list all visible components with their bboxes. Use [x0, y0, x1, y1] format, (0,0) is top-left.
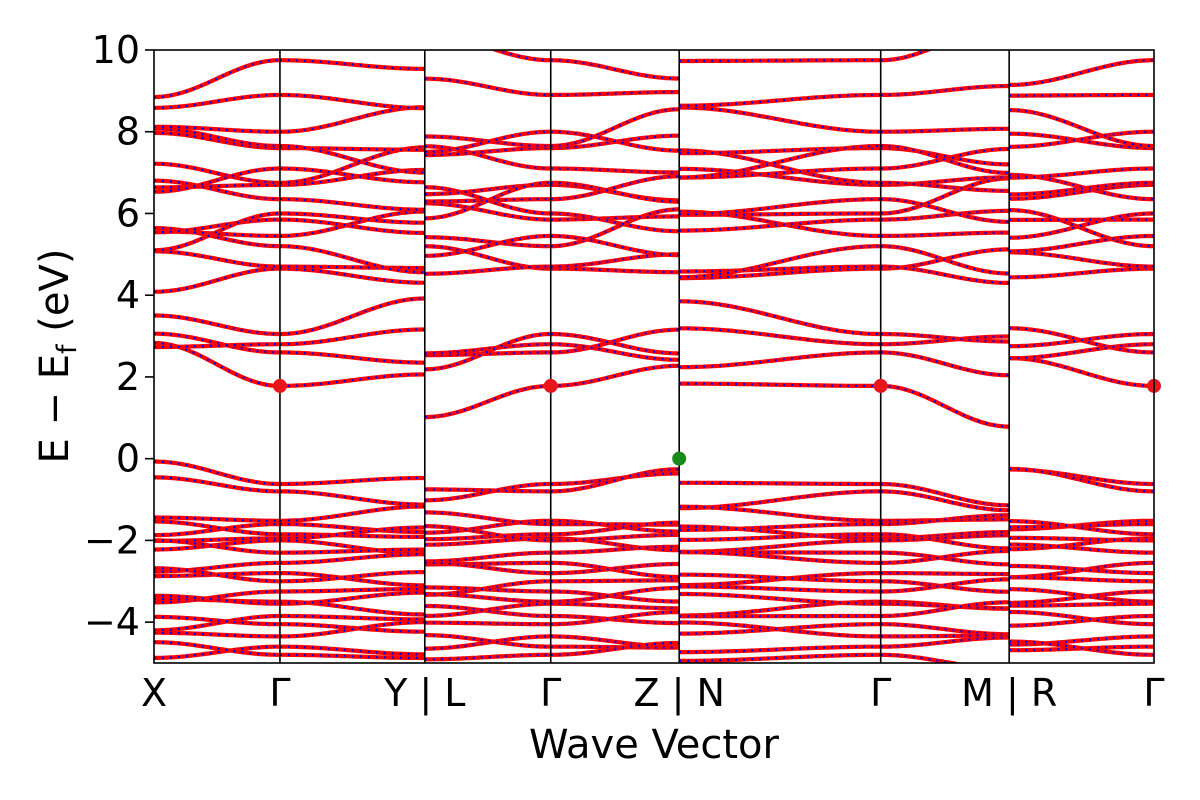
valence-band-overlay [154, 621, 1154, 650]
conduction-band-overlay [154, 202, 1154, 234]
kpath-vertical-lines [279, 50, 1010, 663]
valence-band-overlay [154, 640, 1154, 663]
band-lines [154, 50, 1154, 663]
cbm-marker [272, 378, 287, 393]
conduction-band [154, 107, 1154, 180]
conduction-band-overlay [154, 146, 1154, 220]
x-tick-label: Γ [269, 671, 290, 715]
y-axis-title: E − Ef (eV) [32, 249, 83, 464]
valence-band-overlay [154, 525, 1154, 552]
valence-band-overlay [154, 586, 1154, 617]
conduction-band-overlay [154, 341, 1154, 428]
x-tick-label: Γ [540, 671, 561, 715]
y-tick-label: 6 [116, 191, 140, 235]
valence-band-overlay [154, 460, 1154, 507]
conduction-band-overlay [154, 77, 1154, 110]
valence-band-overlay [154, 520, 1154, 550]
conduction-band-overlay [154, 208, 1154, 279]
valence-band-overlay [154, 567, 1154, 596]
valence-band-overlay [154, 525, 1154, 555]
valence-band-overlay [154, 511, 1154, 537]
conduction-band-overlay [154, 297, 1154, 371]
x-tick-label: Y | L [383, 671, 465, 716]
conduction-band [154, 76, 1154, 111]
x-axis-ticks: X Γ Y | L Γ Z | N Γ M | R Γ [141, 671, 1165, 716]
y-tick-label: 2 [116, 355, 140, 399]
y-tick-label: 8 [116, 110, 140, 154]
y-tick-label: −4 [84, 600, 140, 644]
conduction-band-overlay [154, 50, 1154, 99]
valence-band-overlay [154, 467, 1154, 512]
conduction-band-overlay [154, 245, 1154, 293]
y-tick-label: 10 [92, 28, 140, 72]
valence-band-overlay [154, 591, 1154, 617]
cbm-marker [873, 378, 888, 393]
y-axis-ticks: −4 −2 0 2 4 6 8 10 [84, 28, 154, 644]
y-tick-label: 4 [116, 273, 140, 317]
x-tick-label: M | R [961, 671, 1057, 716]
conduction-band-overlay [154, 210, 1154, 257]
conduction-band-overlay [154, 327, 1154, 361]
extremum-markers [272, 378, 1161, 466]
x-tick-label: Γ [870, 671, 891, 715]
x-tick-label: X [141, 671, 167, 715]
conduction-band-overlay [154, 145, 1154, 193]
valence-band-overlay [154, 539, 1154, 566]
conduction-band-overlay [154, 108, 1154, 179]
plot-frame [153, 49, 1155, 664]
cbm-marker [543, 378, 558, 393]
x-axis-title: Wave Vector [529, 722, 780, 768]
y-tick-label: −2 [84, 518, 140, 562]
y-axis-title-main: E − E [32, 354, 78, 464]
vbm-marker [672, 451, 687, 466]
y-axis-title-subscript: f [52, 343, 83, 354]
conduction-band-overlay [154, 250, 1154, 284]
conduction-band-overlay [154, 106, 1154, 153]
valence-band-overlay [154, 561, 1154, 587]
conduction-band-overlay [154, 327, 1154, 377]
y-axis-title-tail: (eV) [32, 249, 78, 345]
conduction-band-overlay [154, 173, 1154, 223]
x-tick-label: Z | N [633, 671, 724, 716]
y-tick-label: 0 [116, 437, 140, 481]
x-tick-label: Γ [1143, 671, 1164, 715]
